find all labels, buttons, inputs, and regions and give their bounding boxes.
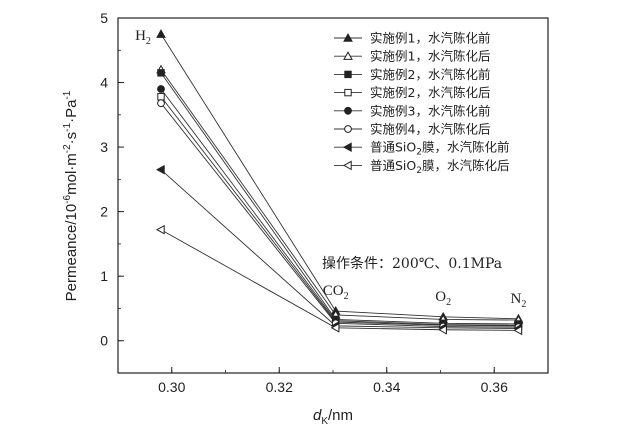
data-point [157,69,165,77]
legend: 实施例1，水汽陈化前实施例1，水汽陈化后实施例2，水汽陈化前实施例2，水汽陈化后… [334,31,510,176]
gas-label: O2 [435,289,451,308]
legend-label: 实施例3，水汽陈化前 [370,103,490,118]
data-point [156,29,166,38]
operating-condition-annotation: 操作条件：200℃、0.1MPa [322,255,502,272]
gas-label: N2 [511,291,527,310]
gas-label: CO2 [323,283,349,302]
x-tick-label: 0.30 [158,379,185,395]
series-line [160,96,519,327]
legend-marker [344,125,352,133]
axis-ticks: 0.30 0.32 0.34 0.36 0 1 2 3 4 5 [100,10,549,395]
data-point [157,99,165,108]
series-line [160,33,519,320]
y-tick-label: 1 [100,268,108,284]
legend-marker [342,160,352,171]
gas-label: H2 [135,28,151,47]
legend-label: 实施例1，水汽陈化前 [370,31,490,46]
legend-marker [343,51,353,60]
legend-marker [344,106,352,115]
y-tick-label: 5 [100,10,108,26]
series-line [160,69,519,321]
legend-label: 实施例2，水汽陈化后 [370,85,490,100]
series-line [160,72,519,325]
legend-label: 普通SiO2膜，水汽陈化前 [370,140,510,158]
y-tick-label: 4 [100,75,108,91]
data-point [157,85,165,93]
x-tick-label: 0.32 [266,379,293,395]
y-axis-title: Permeance/10-6mol·m-2·s-1·Pa-1 [62,90,80,301]
legend-marker [343,32,353,42]
y-tick-label: 2 [100,204,108,220]
legend-marker [342,142,352,153]
data-point [155,224,165,235]
x-axis-title: dK/nm [313,407,353,427]
series-lines [160,33,519,331]
data-point [157,93,165,101]
series-line [160,102,519,328]
series-line [160,169,519,329]
y-tick-label: 0 [100,333,108,349]
x-tick-label: 0.36 [481,379,508,395]
x-tick-label: 0.34 [373,379,400,395]
legend-marker [344,70,352,79]
legend-label: 实施例1，水汽陈化后 [370,49,490,64]
data-point [155,164,165,175]
legend-marker [344,88,352,97]
legend-label: 实施例4，水汽陈化后 [370,122,490,137]
data-point [330,322,340,333]
data-point [438,324,447,335]
legend-label: 普通SiO2膜，水汽陈化后 [370,158,510,176]
data-point [513,325,523,336]
gas-labels: H2 CO2 O2 N2 [135,28,526,310]
y-tick-label: 3 [100,139,108,155]
series-markers [155,29,524,336]
series-line [160,229,519,331]
series-line [160,88,519,326]
legend-label: 实施例2，水汽陈化前 [370,67,490,82]
